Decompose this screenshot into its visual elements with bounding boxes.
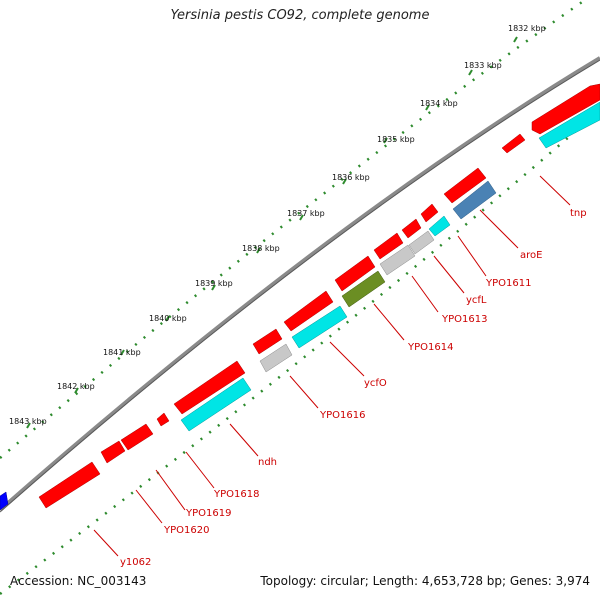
gene-label[interactable]: YPO1614 [407, 342, 453, 353]
forward-strand-genes [38, 83, 600, 509]
gene-arrow[interactable] [443, 167, 487, 204]
gene-arrow[interactable] [373, 232, 404, 260]
label-leaders [93, 175, 571, 557]
tick-label: 1838 kbp [242, 244, 280, 253]
gene-arrow[interactable] [401, 218, 422, 239]
tick-label: 1834 kbp [420, 99, 458, 108]
gene-arrow[interactable] [156, 412, 170, 427]
gene-arrow[interactable] [0, 491, 9, 511]
gene-label[interactable]: YPO1619 [185, 508, 231, 519]
gene-arrow[interactable] [428, 215, 451, 237]
tick-label: 1842 kbp [57, 382, 95, 391]
gene-arrow[interactable] [334, 255, 376, 292]
genome-summary: Topology: circular; Length: 4,653,728 bp… [260, 574, 590, 588]
gene-arrow[interactable] [408, 230, 435, 255]
major-ticks [26, 36, 518, 429]
gene-label[interactable]: YPO1620 [163, 525, 209, 536]
tick-label: 1839 kbp [195, 279, 233, 288]
backbone-edge [0, 59, 600, 513]
genome-backbone [0, 56, 600, 512]
gene-arrow[interactable] [120, 423, 154, 451]
gene-arrow[interactable] [501, 133, 526, 154]
gene-arrow[interactable] [100, 440, 126, 464]
map-title: Yersinia pestis CO92, complete genome [170, 8, 430, 23]
reverse-strand-genes [0, 101, 600, 511]
tick-label: 1833 kbp [464, 61, 502, 70]
gene-arrow[interactable] [379, 244, 416, 276]
inner-ruler [0, 109, 600, 595]
gene-arrow[interactable] [341, 270, 386, 308]
tick-label: 1835 kbp [377, 135, 415, 144]
gene-arrow[interactable] [252, 328, 283, 355]
tick-label: 1836 kbp [332, 173, 370, 182]
tick-label: 1837 kbp [287, 209, 325, 218]
gene-label[interactable]: ycfL [466, 295, 487, 306]
gene-label[interactable]: aroE [520, 250, 542, 261]
gene-arrow[interactable] [420, 203, 439, 223]
gene-label[interactable]: YPO1611 [485, 278, 531, 289]
gene-label[interactable]: ycfO [364, 378, 387, 389]
gene-label[interactable]: YPO1613 [441, 314, 487, 325]
gene-arrow[interactable] [538, 101, 600, 149]
gene-arrow[interactable] [173, 360, 246, 415]
gene-arrow[interactable] [531, 83, 600, 135]
gene-arrow[interactable] [283, 290, 334, 332]
gene-arrow[interactable] [291, 305, 348, 349]
gene-label[interactable]: y1062 [120, 557, 151, 568]
gene-arrow[interactable] [259, 343, 293, 373]
gene-label[interactable]: YPO1616 [319, 410, 365, 421]
tick-label: 1832 kbp [508, 24, 546, 33]
tick-label: 1843 kbp [9, 417, 47, 426]
tick-label: 1841 kbp [103, 348, 141, 357]
gene-arrow[interactable] [38, 461, 101, 509]
accession-text: Accession: NC_003143 [10, 574, 147, 588]
gene-label[interactable]: ndh [258, 457, 277, 468]
tick-label: 1840 kbp [149, 314, 187, 323]
gene-label[interactable]: tnp [570, 208, 587, 219]
gene-arrow[interactable] [452, 180, 497, 220]
gene-arrow[interactable] [180, 377, 252, 432]
outer-ruler [0, 0, 586, 459]
gene-label[interactable]: YPO1618 [213, 489, 259, 500]
